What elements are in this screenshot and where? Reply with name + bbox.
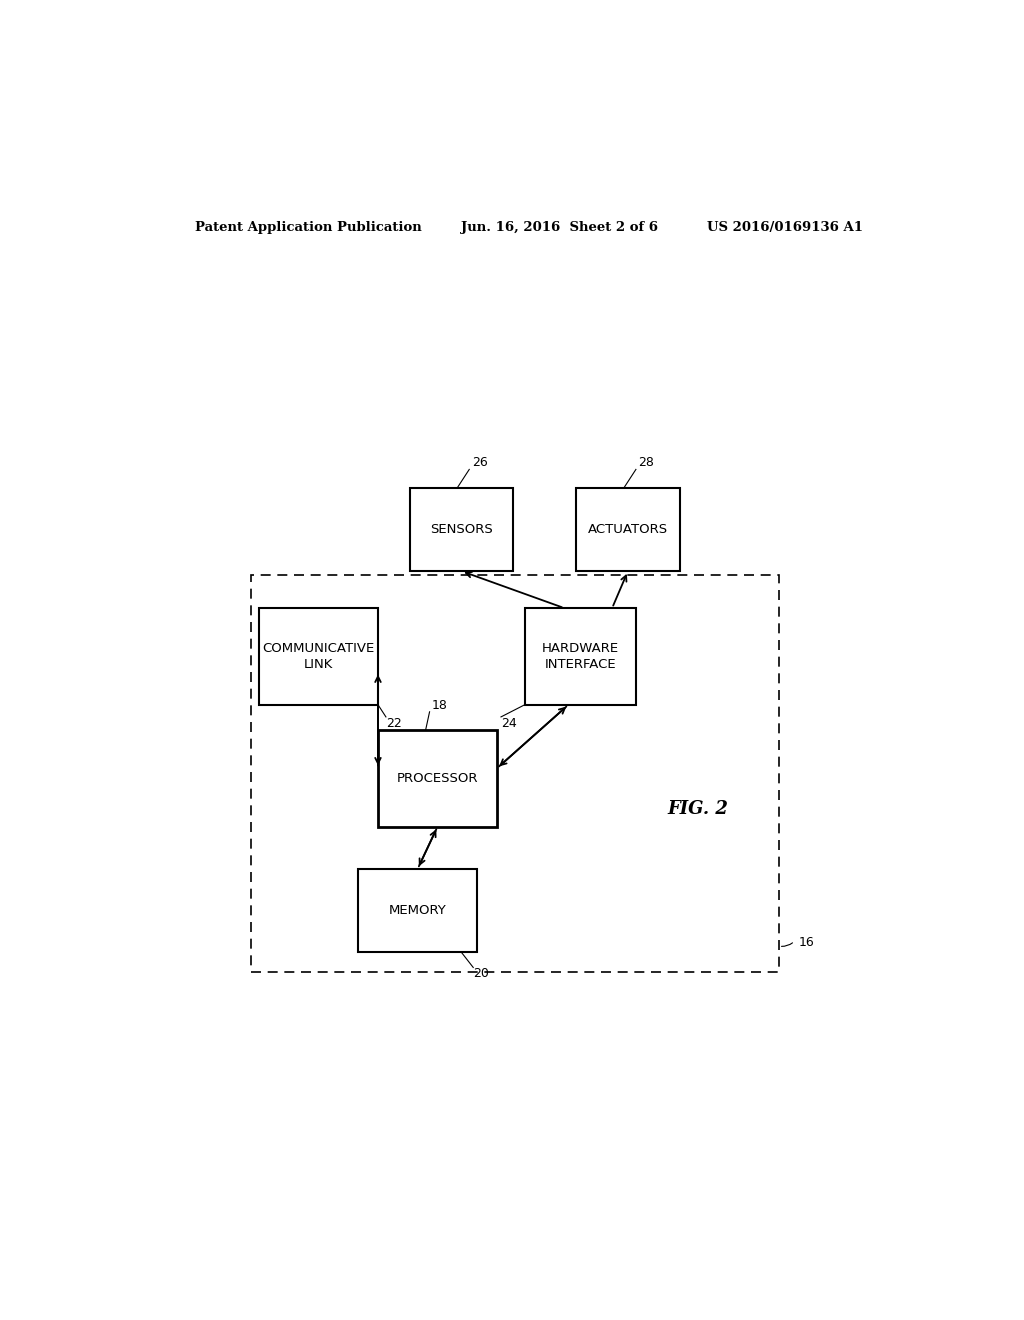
Text: FIG. 2: FIG. 2	[668, 800, 728, 818]
Bar	[524, 609, 636, 705]
Text: PROCESSOR: PROCESSOR	[396, 772, 478, 785]
Bar	[259, 609, 378, 705]
Text: 20: 20	[473, 968, 489, 981]
Bar	[251, 576, 778, 972]
Text: 24: 24	[501, 717, 517, 730]
Text: SENSORS: SENSORS	[430, 523, 493, 536]
Bar	[577, 487, 680, 572]
Text: 22: 22	[386, 717, 401, 730]
Text: 28: 28	[638, 457, 654, 470]
Text: HARDWARE
INTERFACE: HARDWARE INTERFACE	[542, 642, 618, 671]
Text: Patent Application Publication: Patent Application Publication	[196, 222, 422, 234]
Text: Jun. 16, 2016  Sheet 2 of 6: Jun. 16, 2016 Sheet 2 of 6	[461, 222, 658, 234]
Text: ACTUATORS: ACTUATORS	[588, 523, 668, 536]
Text: 26: 26	[472, 457, 487, 470]
Text: MEMORY: MEMORY	[389, 904, 446, 917]
Text: COMMUNICATIVE
LINK: COMMUNICATIVE LINK	[262, 642, 375, 671]
Bar	[410, 487, 513, 572]
Text: 16: 16	[799, 936, 814, 949]
Text: 18: 18	[432, 698, 447, 711]
Bar	[358, 869, 477, 952]
Bar	[378, 730, 497, 826]
Text: US 2016/0169136 A1: US 2016/0169136 A1	[708, 222, 863, 234]
